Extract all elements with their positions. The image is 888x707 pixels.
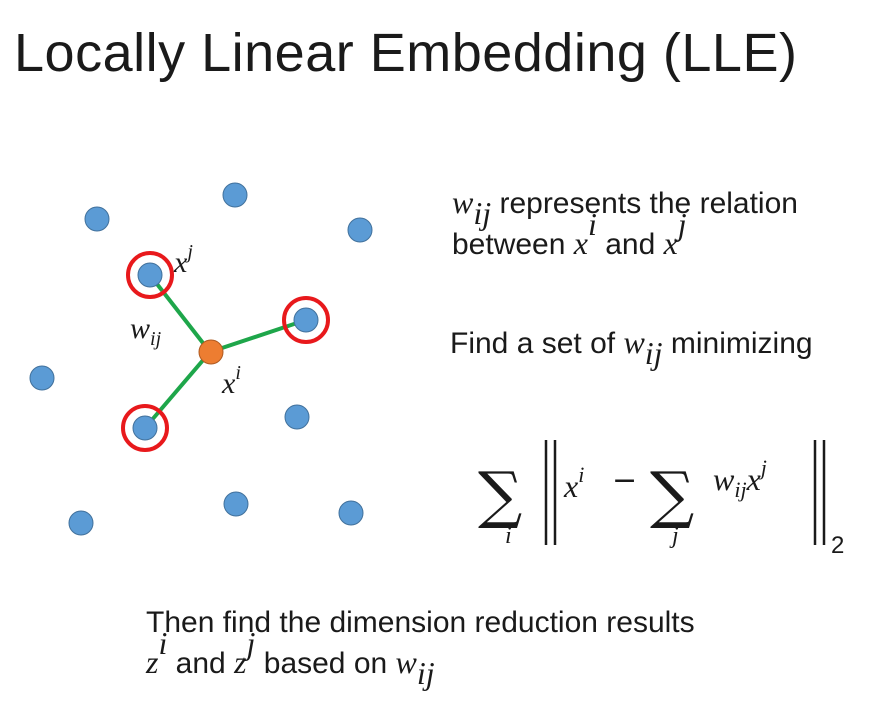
- formula-wij-xj: wijxj: [713, 455, 767, 502]
- outer-sum-index: i: [505, 523, 512, 549]
- outer-sum-symbol: ∑: [478, 458, 522, 531]
- relation-line-1: wij represents the relation: [452, 184, 798, 232]
- find-instruction: Find a set of wij minimizing: [450, 324, 813, 372]
- neighbor-point: [132, 415, 158, 441]
- conclusion-text: Then find the dimension reduction result…: [146, 604, 695, 691]
- conclusion-line-1: Then find the dimension reduction result…: [146, 606, 695, 639]
- relation-line-2: between xi and xj: [452, 205, 687, 261]
- formula-minus: −: [612, 463, 637, 498]
- norm-subscript: 2: [831, 532, 844, 559]
- data-point: [29, 365, 55, 391]
- conclusion-line-2: zi and zj based on wij: [146, 624, 435, 691]
- edge-to-right-neighbor: [209, 318, 307, 354]
- data-point: [84, 206, 110, 232]
- edge-to-lower-neighbor: [143, 350, 212, 430]
- label-wij: wij: [130, 312, 162, 350]
- formula-xi: xi: [563, 462, 584, 504]
- neighbor-ring: [126, 251, 174, 299]
- data-point: [223, 491, 249, 517]
- objective-formula: ∑ i xi − ∑ j wijxj 2: [478, 440, 844, 559]
- data-point: [284, 404, 310, 430]
- edge-to-xj: [148, 273, 212, 354]
- data-point: [347, 217, 373, 243]
- slide-title: Locally Linear Embedding (LLE): [14, 23, 798, 83]
- data-point: [222, 182, 248, 208]
- label-xj: xj: [173, 241, 193, 279]
- data-point: [68, 510, 94, 536]
- data-point: [338, 500, 364, 526]
- label-xi: xi: [221, 362, 241, 400]
- neighbor-point: [293, 307, 319, 333]
- inner-sum-symbol: ∑: [650, 458, 694, 531]
- neighbor-ring: [282, 296, 330, 344]
- neighbor-point-xj: [137, 262, 163, 288]
- inner-sum-index: j: [669, 523, 679, 549]
- center-point-xi: [198, 339, 224, 365]
- neighbor-ring: [121, 404, 169, 452]
- relation-description: wij represents the relation between xi a…: [452, 182, 798, 263]
